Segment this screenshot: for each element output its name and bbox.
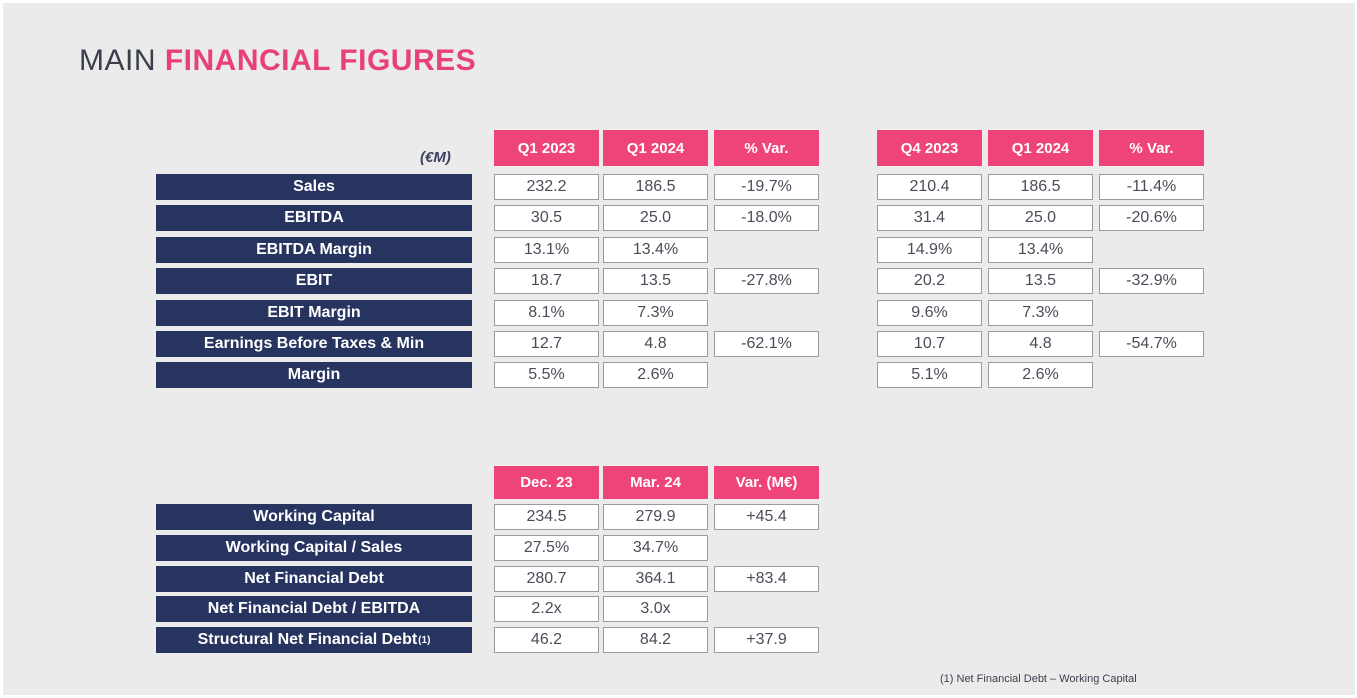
table-cell: 5.1% [877, 362, 982, 388]
table-cell: 13.5 [603, 268, 708, 294]
table-cell: 27.5% [494, 535, 599, 561]
row-label: EBITDA [156, 205, 472, 231]
table-cell: -62.1% [714, 331, 819, 357]
table-cell: 234.5 [494, 504, 599, 530]
table-cell: 12.7 [494, 331, 599, 357]
table-cell: 84.2 [603, 627, 708, 653]
row-label: Earnings Before Taxes & Min [156, 331, 472, 357]
table-cell: 18.7 [494, 268, 599, 294]
table-cell: 30.5 [494, 205, 599, 231]
table-cell: 7.3% [603, 300, 708, 326]
table-cell: 34.7% [603, 535, 708, 561]
page-title: MAIN FINANCIAL FIGURES [79, 44, 476, 78]
table-cell: 25.0 [603, 205, 708, 231]
table-cell: 364.1 [603, 566, 708, 592]
table-cell: 3.0x [603, 596, 708, 622]
table-cell: 186.5 [603, 174, 708, 200]
row-label: Margin [156, 362, 472, 388]
table-cell: -20.6% [1099, 205, 1204, 231]
row-label: EBIT Margin [156, 300, 472, 326]
table-cell: +83.4 [714, 566, 819, 592]
unit-label: (€M) [420, 149, 451, 166]
row-label: Working Capital [156, 504, 472, 530]
table-cell: 9.6% [877, 300, 982, 326]
table-cell: 2.6% [988, 362, 1093, 388]
table-cell: 8.1% [494, 300, 599, 326]
table-cell: 31.4 [877, 205, 982, 231]
title-part-financial-figures: FINANCIAL FIGURES [164, 44, 477, 77]
header-var-meur: Var. (M€) [714, 466, 819, 499]
row-label: Net Financial Debt [156, 566, 472, 592]
table-cell: -19.7% [714, 174, 819, 200]
table-cell: 279.9 [603, 504, 708, 530]
table-cell: 13.4% [603, 237, 708, 263]
table-cell: 232.2 [494, 174, 599, 200]
table-cell: -54.7% [1099, 331, 1204, 357]
row-label: Net Financial Debt / EBITDA [156, 596, 472, 622]
table-cell: 7.3% [988, 300, 1093, 326]
row-label: Structural Net Financial Debt (1) [156, 627, 472, 653]
row-label-text: Net Financial Debt [244, 570, 384, 587]
table-cell: 13.5 [988, 268, 1093, 294]
header-var-yoy: % Var. [714, 130, 819, 166]
table-cell: 2.6% [603, 362, 708, 388]
table-cell: 280.7 [494, 566, 599, 592]
table-cell: 13.1% [494, 237, 599, 263]
footnote: (1) Net Financial Debt – Working Capital [940, 673, 1137, 685]
header-q1-2024-right: Q1 2024 [988, 130, 1093, 166]
table-cell: -27.8% [714, 268, 819, 294]
title-part-main: MAIN [79, 44, 165, 77]
row-label: EBITDA Margin [156, 237, 472, 263]
table-cell: 25.0 [988, 205, 1093, 231]
table-cell: +45.4 [714, 504, 819, 530]
footnote-marker: (1) [418, 634, 431, 646]
table-cell: -11.4% [1099, 174, 1204, 200]
table-cell: 14.9% [877, 237, 982, 263]
table-cell: 4.8 [988, 331, 1093, 357]
table-cell: 10.7 [877, 331, 982, 357]
header-var-qoq: % Var. [1099, 130, 1204, 166]
table-cell: 2.2x [494, 596, 599, 622]
table-cell: +37.9 [714, 627, 819, 653]
table-cell: 20.2 [877, 268, 982, 294]
row-label: Sales [156, 174, 472, 200]
table-cell: 13.4% [988, 237, 1093, 263]
header-mar-24: Mar. 24 [603, 466, 708, 499]
row-label: Working Capital / Sales [156, 535, 472, 561]
table-cell: 186.5 [988, 174, 1093, 200]
header-q4-2023: Q4 2023 [877, 130, 982, 166]
header-q1-2024: Q1 2024 [603, 130, 708, 166]
table-cell: -18.0% [714, 205, 819, 231]
table-cell: 5.5% [494, 362, 599, 388]
table-cell: 46.2 [494, 627, 599, 653]
row-label-text: Working Capital / Sales [225, 539, 403, 556]
table-cell: 4.8 [603, 331, 708, 357]
row-label-text: Structural Net Financial Debt [197, 631, 418, 648]
header-dec-23: Dec. 23 [494, 466, 599, 499]
row-label-text: Working Capital [253, 508, 375, 525]
row-label-text: Net Financial Debt / EBITDA [207, 600, 421, 617]
table-cell: 210.4 [877, 174, 982, 200]
header-q1-2023: Q1 2023 [494, 130, 599, 166]
row-label: EBIT [156, 268, 472, 294]
table-cell: -32.9% [1099, 268, 1204, 294]
